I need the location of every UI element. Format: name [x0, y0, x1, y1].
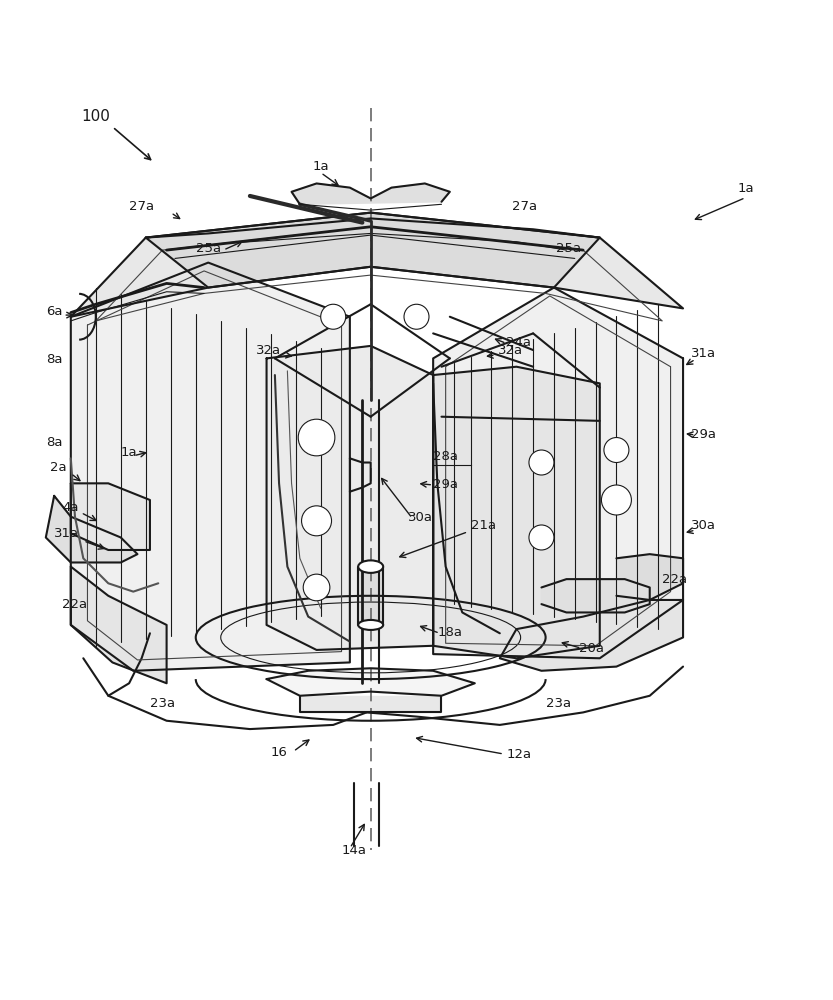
Text: 100: 100: [82, 109, 110, 124]
Text: 32a: 32a: [498, 344, 523, 357]
Text: 22a: 22a: [662, 573, 687, 586]
Text: 25a: 25a: [196, 242, 221, 255]
Circle shape: [601, 485, 631, 515]
Text: 31a: 31a: [691, 347, 716, 360]
Text: 25a: 25a: [556, 242, 581, 255]
Circle shape: [303, 574, 330, 601]
Text: 8a: 8a: [46, 436, 62, 449]
Polygon shape: [71, 483, 150, 550]
Ellipse shape: [358, 620, 383, 630]
Polygon shape: [146, 213, 600, 288]
Text: 14a: 14a: [342, 844, 367, 857]
Ellipse shape: [358, 560, 383, 573]
Polygon shape: [541, 579, 650, 612]
Text: 18a: 18a: [437, 626, 462, 639]
Text: 24a: 24a: [506, 336, 531, 349]
Circle shape: [302, 506, 332, 536]
Text: 20a: 20a: [579, 642, 604, 655]
Polygon shape: [292, 183, 450, 204]
Text: 2a: 2a: [50, 461, 67, 474]
Text: 28a: 28a: [433, 450, 458, 463]
Text: 23a: 23a: [546, 697, 571, 710]
Circle shape: [604, 438, 629, 463]
Text: 27a: 27a: [512, 200, 537, 213]
Polygon shape: [300, 696, 441, 712]
Text: 1a: 1a: [121, 446, 137, 459]
Text: 6a: 6a: [46, 305, 62, 318]
Text: 32a: 32a: [257, 344, 282, 357]
Text: 30a: 30a: [408, 511, 433, 524]
Text: 4a: 4a: [62, 501, 79, 514]
Polygon shape: [433, 288, 683, 658]
Text: 31a: 31a: [54, 527, 79, 540]
Text: 23a: 23a: [150, 697, 175, 710]
Polygon shape: [267, 668, 475, 696]
Polygon shape: [46, 496, 137, 562]
Circle shape: [529, 450, 554, 475]
Text: 1a: 1a: [312, 160, 329, 173]
Polygon shape: [267, 346, 433, 650]
Circle shape: [529, 525, 554, 550]
Polygon shape: [500, 600, 683, 671]
Text: 8a: 8a: [46, 353, 62, 366]
Text: 29a: 29a: [433, 478, 458, 491]
Text: 1a: 1a: [737, 182, 754, 195]
Text: 22a: 22a: [62, 598, 87, 611]
Polygon shape: [71, 263, 350, 671]
Circle shape: [404, 304, 429, 329]
Circle shape: [321, 304, 346, 329]
Text: 12a: 12a: [506, 748, 531, 761]
Polygon shape: [616, 554, 683, 600]
Text: 27a: 27a: [129, 200, 154, 213]
Polygon shape: [358, 567, 383, 625]
Polygon shape: [433, 367, 600, 658]
Polygon shape: [71, 567, 167, 683]
Text: 29a: 29a: [691, 428, 716, 441]
Text: 21a: 21a: [471, 519, 496, 532]
Text: 30a: 30a: [691, 519, 716, 532]
Text: 16: 16: [271, 746, 287, 759]
Circle shape: [298, 419, 335, 456]
Polygon shape: [71, 213, 683, 317]
